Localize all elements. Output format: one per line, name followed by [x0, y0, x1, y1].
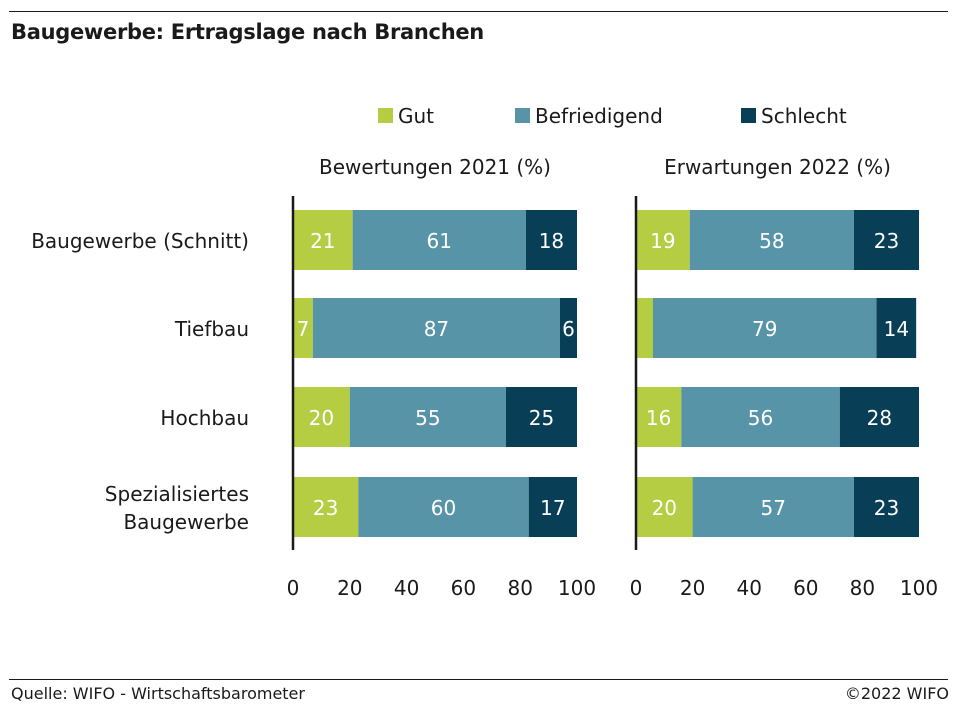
data-label: 61: [427, 229, 452, 253]
data-label: 28: [867, 406, 892, 430]
tick-label: 0: [287, 576, 300, 600]
data-label: 23: [874, 496, 899, 520]
data-label: 60: [431, 496, 456, 520]
data-label: 57: [761, 496, 786, 520]
bar-segment-befriedigend: [681, 387, 840, 447]
bar-segment-gut: [293, 387, 350, 447]
bar-segment-gut: [636, 387, 682, 447]
data-label: 16: [646, 406, 671, 430]
legend-label-schlecht: Schlecht: [761, 104, 847, 128]
bar-segment-schlecht: [506, 387, 577, 447]
bar-segment-befriedigend: [358, 477, 529, 537]
data-label: 20: [652, 496, 677, 520]
bar-segment-gut: [636, 210, 690, 270]
data-label: 7: [297, 317, 310, 341]
legend-label-befriedigend: Befriedigend: [535, 104, 663, 128]
category-label: Baugewerbe: [123, 510, 249, 534]
tick-label: 40: [394, 576, 419, 600]
tick-label: 20: [337, 576, 362, 600]
chart-title: Baugewerbe: Ertragslage nach Branchen: [11, 20, 484, 44]
data-label: 14: [884, 317, 909, 341]
bar-segment-schlecht: [559, 298, 577, 358]
panel-title: Erwartungen 2022 (%): [664, 155, 891, 179]
bottom-rule: [9, 679, 948, 680]
tick-label: 100: [900, 576, 938, 600]
bar-segment-schlecht: [853, 210, 919, 270]
tick-label: 0: [630, 576, 643, 600]
bar-segment-schlecht: [528, 477, 577, 537]
bar-segment-gut: [636, 477, 693, 537]
category-label: Spezialisiertes: [105, 482, 249, 506]
category-label: Baugewerbe (Schnitt): [31, 229, 249, 253]
copyright-note: ©2022 WIFO: [844, 684, 949, 703]
bar-segment-schlecht: [525, 210, 577, 270]
bar-segment-befriedigend: [689, 210, 854, 270]
bar-segment-befriedigend: [312, 298, 560, 358]
tick-label: 80: [507, 576, 532, 600]
data-label: 17: [540, 496, 565, 520]
bar-segment-gut: [636, 298, 653, 358]
legend-label-gut: Gut: [398, 104, 434, 128]
data-label: 6: [562, 317, 575, 341]
bar-segment-gut: [293, 477, 359, 537]
source-note: Quelle: WIFO - Wirtschaftsbarometer: [11, 684, 305, 703]
data-label: 20: [309, 406, 334, 430]
data-label: 79: [752, 317, 777, 341]
legend-swatch-gut: [378, 108, 393, 123]
data-label: 58: [759, 229, 784, 253]
tick-label: 20: [680, 576, 705, 600]
panel-title: Bewertungen 2021 (%): [319, 155, 551, 179]
bar-segment-befriedigend: [692, 477, 854, 537]
tick-label: 80: [850, 576, 875, 600]
legend-swatch-schlecht: [741, 108, 756, 123]
tick-label: 60: [793, 576, 818, 600]
data-label: 56: [748, 406, 773, 430]
category-label: Tiefbau: [174, 317, 249, 341]
bar-segment-gut: [293, 298, 313, 358]
tick-label: 40: [736, 576, 761, 600]
data-label: 87: [424, 317, 449, 341]
data-label: 25: [529, 406, 554, 430]
category-label: Hochbau: [160, 406, 249, 430]
data-label: 21: [310, 229, 335, 253]
bar-segment-schlecht: [853, 477, 919, 537]
top-rule: [9, 11, 948, 12]
data-label: 19: [650, 229, 675, 253]
bar-segment-befriedigend: [352, 210, 526, 270]
data-label: 23: [874, 229, 899, 253]
bar-segment-befriedigend: [349, 387, 506, 447]
bar-segment-befriedigend: [652, 298, 877, 358]
legend-swatch-befriedigend: [515, 108, 530, 123]
bar-segment-gut: [293, 210, 353, 270]
bar-segment-schlecht: [876, 298, 917, 358]
tick-label: 100: [558, 576, 596, 600]
data-label: 18: [539, 229, 564, 253]
bar-segment-schlecht: [839, 387, 919, 447]
data-label: 55: [415, 406, 440, 430]
data-label: 23: [313, 496, 338, 520]
tick-label: 60: [451, 576, 476, 600]
